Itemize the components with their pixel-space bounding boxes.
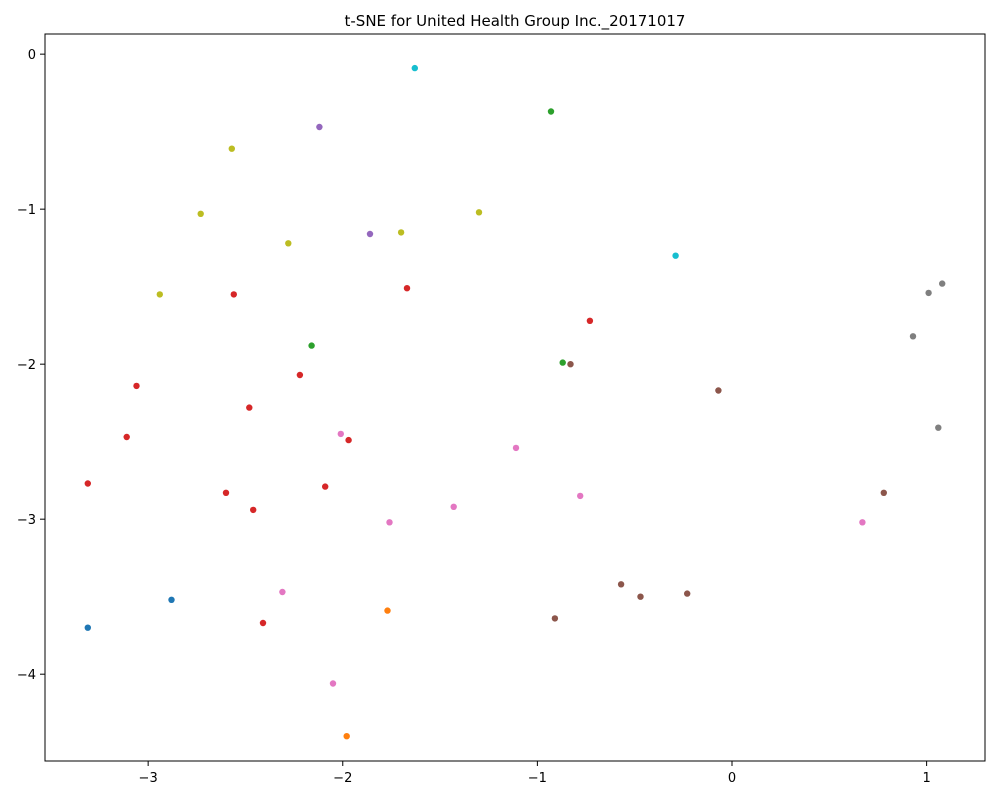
point-s5-1 (715, 387, 722, 394)
point-s3-1 (403, 285, 411, 292)
y-tick-label: −1 (17, 203, 36, 218)
point-s1-0 (384, 607, 391, 614)
point-s9-0 (411, 64, 418, 72)
point-s5-4 (637, 593, 644, 600)
point-s1-1 (343, 733, 350, 740)
x-tick-label: −1 (528, 771, 547, 786)
point-s7-0 (925, 289, 932, 297)
point-s7-3 (935, 424, 942, 431)
point-s4-0 (316, 123, 323, 131)
point-s9-1 (672, 252, 679, 259)
y-tick-label: 0 (28, 48, 36, 63)
point-s3-0 (230, 291, 237, 298)
y-tick-label: −3 (17, 513, 36, 528)
point-s6-4 (386, 519, 393, 526)
x-tick-label: −2 (333, 771, 352, 786)
point-s3-4 (296, 371, 304, 379)
point-s7-1 (939, 280, 946, 287)
point-s6-1 (512, 444, 520, 452)
point-s8-0 (228, 145, 235, 152)
point-s8-4 (475, 209, 483, 216)
point-s3-2 (586, 317, 594, 324)
point-s8-2 (285, 240, 292, 247)
point-s3-11 (250, 506, 257, 514)
chart-title: t-SNE for United Health Group Inc._20171… (345, 12, 686, 31)
point-s8-3 (397, 229, 405, 236)
point-s2-2 (559, 359, 566, 366)
point-s3-12 (259, 619, 267, 627)
point-s6-2 (450, 503, 457, 510)
y-axis-ticks: 0 −1 −2 −3 −4 (17, 48, 45, 683)
plot-frame (44, 33, 986, 762)
point-s3-5 (246, 404, 253, 411)
x-tick-label: 0 (728, 771, 736, 786)
point-s5-6 (551, 615, 559, 622)
point-s3-7 (345, 436, 352, 444)
point-s6-5 (859, 519, 866, 526)
x-tick-label: 1 (922, 771, 930, 786)
y-tick-label: −2 (17, 358, 36, 373)
point-s3-9 (222, 489, 230, 496)
point-s8-5 (156, 291, 163, 298)
point-s3-3 (133, 382, 140, 390)
point-s6-6 (279, 588, 286, 596)
point-s4-1 (366, 230, 374, 238)
data-points (84, 64, 946, 740)
point-s2-0 (547, 108, 555, 115)
point-s6-0 (337, 430, 344, 438)
point-s5-2 (880, 489, 887, 496)
point-s2-1 (308, 342, 315, 349)
x-axis-ticks: −3 −2 −1 0 1 (139, 761, 931, 786)
point-s8-1 (197, 210, 204, 217)
point-s6-7 (329, 680, 337, 687)
point-s3-6 (123, 433, 130, 441)
point-s6-3 (577, 492, 584, 500)
point-s3-8 (84, 480, 92, 487)
point-s5-0 (567, 361, 574, 368)
point-s5-3 (617, 581, 625, 588)
y-tick-label: −4 (17, 668, 36, 683)
point-s5-5 (684, 590, 691, 597)
point-s0-0 (168, 596, 175, 603)
point-s7-2 (909, 333, 917, 340)
point-s3-10 (322, 483, 329, 490)
x-tick-label: −3 (139, 771, 158, 786)
point-s0-1 (84, 624, 92, 631)
